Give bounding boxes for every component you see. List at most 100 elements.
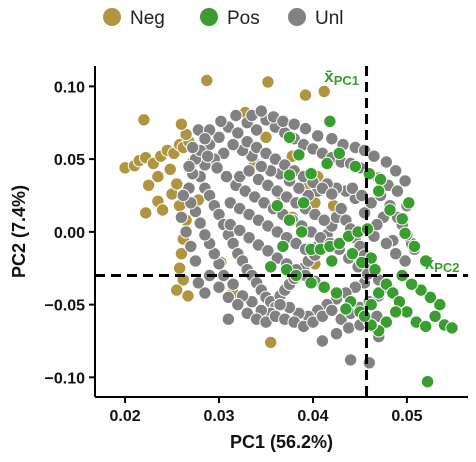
- x-tick-label: 0.03: [203, 408, 234, 425]
- point-unl: [261, 244, 275, 258]
- point-pos: [317, 280, 331, 294]
- point-pos: [372, 286, 386, 300]
- point-pos: [270, 199, 284, 213]
- point-pos: [395, 212, 409, 226]
- point-unl: [254, 159, 268, 174]
- point-pos: [304, 276, 318, 290]
- y-tick-label: −0.10: [45, 370, 86, 387]
- point-neg: [259, 130, 273, 145]
- point-unl: [342, 321, 356, 335]
- point-pos: [428, 309, 442, 323]
- point-unl: [311, 129, 325, 143]
- legend-marker-unl: [288, 8, 306, 26]
- point-pos: [339, 302, 353, 316]
- point-pos: [282, 213, 297, 227]
- point-unl: [362, 356, 376, 370]
- point-pos: [325, 254, 339, 268]
- mean-annotations: x̄PC1 x̄PC2: [324, 67, 459, 275]
- point-pos: [320, 156, 334, 171]
- point-pos: [304, 167, 318, 181]
- point-pos: [329, 286, 344, 300]
- point-pos: [400, 305, 414, 319]
- point-neg: [163, 162, 177, 177]
- point-unl: [325, 303, 339, 318]
- point-unl: [390, 184, 405, 198]
- point-pos: [296, 196, 311, 210]
- point-unl: [389, 247, 403, 261]
- point-unl: [398, 254, 412, 268]
- point-unl: [249, 123, 264, 137]
- point-unl: [334, 201, 348, 216]
- point-unl: [248, 190, 262, 204]
- point-pos: [357, 309, 372, 323]
- annotation-pc1: x̄PC1: [324, 67, 359, 88]
- point-unl: [389, 164, 403, 178]
- point-unl: [287, 117, 301, 131]
- point-unl: [193, 216, 207, 230]
- point-pos: [295, 225, 309, 239]
- tick-labels: 0.02 0.03 0.04 0.05 0.10 0.05 0.00 −0.05 −0.10: [45, 79, 423, 425]
- point-unl: [226, 277, 240, 291]
- point-pos: [389, 305, 403, 319]
- point-neg: [317, 84, 331, 99]
- point-unl: [198, 132, 212, 146]
- point-unl: [325, 187, 339, 201]
- point-pos: [373, 172, 388, 187]
- point-pos: [398, 226, 412, 241]
- point-pos: [407, 239, 422, 254]
- x-tick-label: 0.05: [391, 408, 422, 425]
- point-neg: [139, 206, 153, 220]
- point-neg: [200, 73, 214, 88]
- point-unl: [345, 181, 360, 195]
- chart-legend: Neg Pos Unl: [103, 8, 344, 29]
- point-unl: [329, 327, 344, 341]
- point-unl: [176, 188, 191, 203]
- point-neg: [141, 178, 156, 193]
- point-pos: [264, 260, 278, 274]
- x-tick-label: 0.02: [109, 408, 140, 425]
- point-pos: [383, 203, 397, 217]
- point-unl: [198, 286, 212, 300]
- point-unl: [221, 312, 236, 326]
- point-unl: [201, 149, 215, 163]
- point-unl: [242, 164, 256, 178]
- point-unl: [214, 114, 228, 129]
- point-pos: [423, 290, 438, 304]
- point-unl: [261, 219, 275, 233]
- point-unl: [188, 254, 203, 268]
- point-unl: [186, 140, 200, 155]
- point-unl: [198, 228, 212, 242]
- point-unl: [210, 161, 224, 175]
- point-pos: [364, 297, 378, 312]
- point-unl: [379, 155, 393, 169]
- point-pos: [433, 297, 447, 312]
- x-axis-label: PC1 (56.2%): [230, 432, 333, 452]
- point-unl: [229, 108, 243, 123]
- point-neg: [170, 283, 184, 297]
- point-pos: [282, 130, 297, 145]
- point-unl: [315, 334, 330, 348]
- point-unl: [184, 239, 198, 254]
- point-neg: [172, 261, 187, 275]
- point-neg: [151, 169, 165, 184]
- point-unl: [325, 132, 339, 146]
- point-unl: [191, 276, 206, 290]
- point-pos: [379, 315, 393, 329]
- point-unl: [221, 290, 236, 304]
- point-unl: [280, 190, 294, 204]
- point-neg: [261, 75, 275, 89]
- point-neg: [264, 335, 278, 350]
- point-pos: [404, 277, 419, 291]
- point-unl: [231, 126, 245, 140]
- y-tick-label: 0.10: [54, 79, 85, 96]
- point-neg: [174, 247, 189, 261]
- point-unl: [254, 104, 268, 118]
- point-pos: [420, 375, 435, 389]
- point-pos: [323, 114, 337, 129]
- point-pos: [345, 247, 360, 261]
- reference-lines: [95, 66, 468, 397]
- point-unl: [240, 306, 254, 320]
- point-pos: [362, 167, 376, 181]
- point-unl: [298, 121, 313, 136]
